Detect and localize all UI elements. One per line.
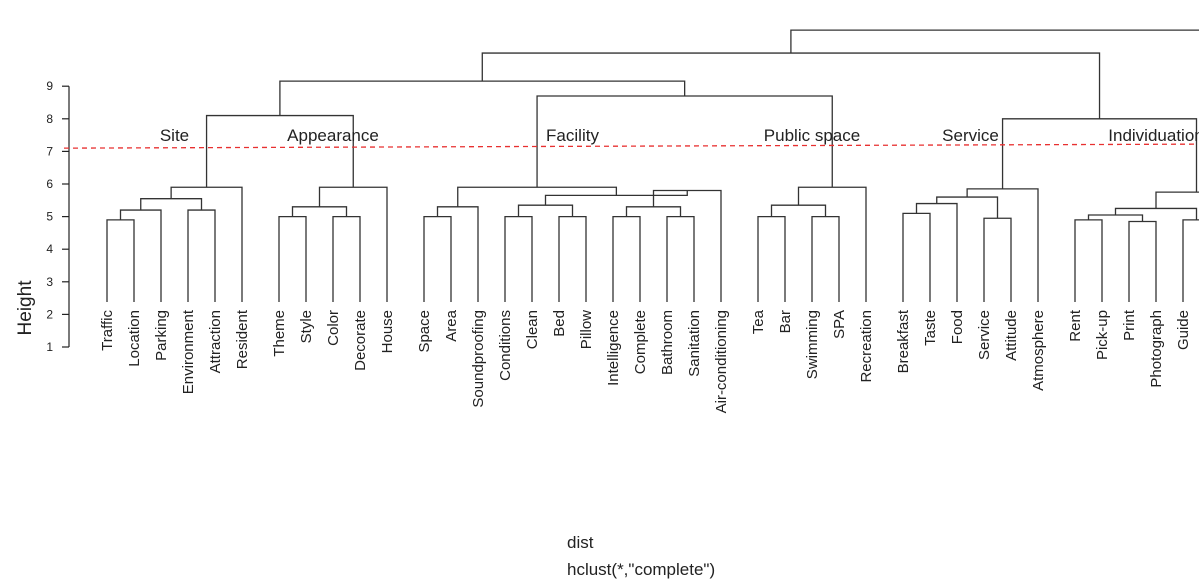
leaf-label-atmosphere: Atmosphere — [1030, 310, 1047, 391]
y-tick-label: 1 — [46, 340, 53, 354]
leaf-labels: Traffic Location Parking Environment Attract… — [99, 309, 1192, 413]
leaf-label-location: Location — [126, 310, 143, 367]
leaf-label-soundproofing: Soundproofing — [470, 310, 487, 408]
leaf-label-intelligence: Intelligence — [605, 310, 622, 386]
leaf-label-service: Service — [976, 310, 993, 360]
leaf-label-rent: Rent — [1067, 309, 1084, 342]
y-tick-label: 5 — [46, 210, 53, 224]
dendrogram-tree — [106, 29, 1199, 302]
cluster-label-appearance: Appearance — [287, 126, 379, 145]
dendrogram-link-27 — [936, 196, 999, 219]
leaf-label-pillow: Pillow — [578, 310, 595, 349]
leaf-label-environment: Environment — [180, 309, 197, 394]
cluster-label-service: Service — [942, 126, 999, 145]
leaf-label-traffic: Traffic — [99, 310, 116, 351]
leaf-label-clean: Clean — [524, 310, 541, 349]
x-axis-label-dist: dist — [567, 533, 594, 552]
dendrogram-link-13 — [517, 204, 574, 217]
dendrogram-link-1 — [187, 209, 216, 302]
x-axis-label-method: hclust(*,"complete") — [567, 560, 715, 579]
dendrogram-link-2 — [119, 209, 162, 302]
leaf-label-air-conditioning: Air-conditioning — [713, 310, 730, 413]
leaf-label-complete: Complete — [632, 310, 649, 374]
leaf-label-photograph: Photograph — [1148, 310, 1165, 388]
leaf-label-pick-up: Pick-up — [1094, 310, 1111, 360]
dendrogram-link-21 — [811, 215, 840, 302]
leaf-label-recreation: Recreation — [858, 310, 875, 383]
y-tick-label: 6 — [46, 177, 53, 191]
y-tick-label: 2 — [46, 307, 53, 321]
dendrogram-link-4 — [170, 186, 243, 302]
leaf-label-color: Color — [325, 310, 342, 346]
leaf-label-spa: SPA — [831, 310, 848, 339]
leaf-label-tea: Tea — [750, 309, 767, 334]
leaf-label-theme: Theme — [271, 310, 288, 357]
leaf-label-conditions: Conditions — [497, 310, 514, 381]
dendrogram-link-42 — [790, 29, 1199, 54]
dendrogram-link-5 — [278, 215, 307, 302]
leaf-label-taste: Taste — [922, 310, 939, 346]
dendrogram-link-10 — [436, 206, 479, 302]
leaf-label-bathroom: Bathroom — [659, 310, 676, 375]
dendrogram-link-14 — [612, 215, 641, 302]
cluster-label-site: Site — [160, 126, 189, 145]
dendrogram-link-28 — [966, 188, 1039, 302]
dendrogram-link-22 — [770, 204, 827, 217]
dendrogram-link-25 — [915, 202, 958, 302]
dendrogram-link-15 — [666, 215, 695, 302]
cluster-label-facility: Facility — [546, 126, 599, 145]
dendrogram-link-12 — [558, 215, 587, 302]
dendrogram-link-8 — [318, 186, 388, 302]
leaf-label-guide: Guide — [1175, 310, 1192, 350]
y-axis-label: Height — [15, 280, 36, 336]
dendrogram-link-32 — [1182, 219, 1199, 302]
cluster-label-public-space: Public space — [764, 126, 860, 145]
leaf-label-area: Area — [443, 309, 460, 341]
y-axis: 1 2 3 4 5 6 7 8 9 — [46, 79, 70, 354]
dendrogram-link-41 — [481, 52, 1101, 119]
leaf-label-attraction: Attraction — [207, 310, 224, 373]
dendrogram-link-33 — [1114, 207, 1198, 220]
y-tick-label: 3 — [46, 275, 53, 289]
dendrogram-link-26 — [983, 217, 1012, 302]
dendrogram-link-31 — [1087, 214, 1144, 222]
dendrogram-link-29 — [1074, 219, 1103, 302]
dendrogram-link-20 — [757, 215, 786, 302]
leaf-label-attitude: Attitude — [1003, 310, 1020, 361]
leaf-label-house: House — [379, 310, 396, 353]
y-tick-label: 7 — [46, 144, 53, 158]
leaf-label-bar: Bar — [777, 310, 794, 333]
cluster-labels: Site Appearance Facility Public space Servic… — [160, 126, 1199, 145]
leaf-label-sanitation: Sanitation — [686, 310, 703, 377]
dendrogram-link-0 — [106, 219, 135, 302]
y-tick-label: 9 — [46, 79, 53, 93]
leaf-label-bed: Bed — [551, 310, 568, 337]
cut-line — [63, 143, 1197, 149]
dendrogram-link-24 — [902, 212, 931, 302]
dendrogram-link-23 — [797, 186, 867, 302]
leaf-label-parking: Parking — [153, 310, 170, 361]
dendrogram-link-7 — [291, 206, 348, 217]
leaf-label-resident: Resident — [234, 309, 251, 369]
dendrogram-link-3 — [140, 198, 203, 211]
dendrogram-link-40 — [279, 80, 686, 116]
leaf-label-swimming: Swimming — [804, 310, 821, 379]
leaf-label-decorate: Decorate — [352, 310, 369, 371]
leaf-label-space: Space — [416, 310, 433, 353]
cut-line-layer — [63, 143, 1197, 149]
leaf-label-style: Style — [298, 310, 315, 343]
dendrogram-link-11 — [504, 215, 533, 302]
dendrogram-link-6 — [332, 215, 361, 302]
leaf-label-breakfast: Breakfast — [895, 309, 912, 373]
leaf-label-food: Food — [949, 310, 966, 344]
dendrogram-link-19 — [457, 186, 618, 207]
dendrogram-link-30 — [1128, 220, 1157, 302]
dendrogram-link-9 — [423, 215, 452, 302]
dendrogram-link-16 — [625, 206, 682, 217]
y-tick-label: 4 — [46, 242, 53, 256]
leaf-label-print: Print — [1121, 309, 1138, 341]
cluster-label-individuation: Individuation — [1108, 126, 1199, 145]
y-tick-label: 8 — [46, 112, 53, 126]
